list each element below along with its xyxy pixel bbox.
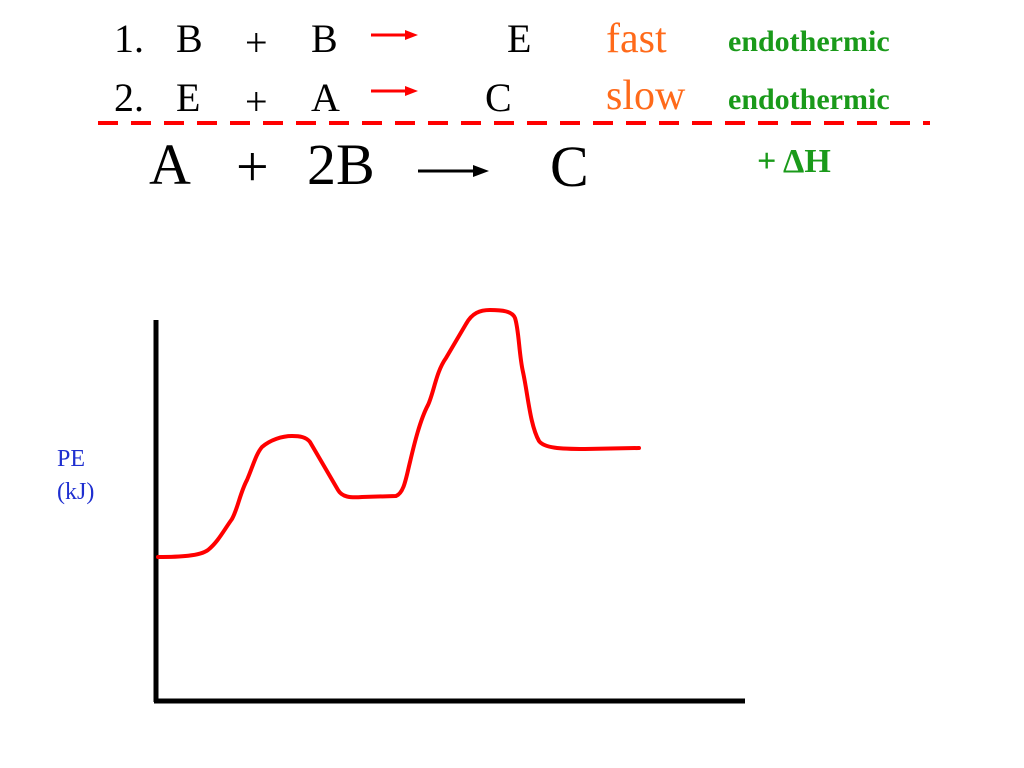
step2-rate: slow	[606, 73, 686, 119]
y-axis-label-line1: PE	[57, 446, 86, 472]
energy-profile-curve	[156, 308, 641, 559]
step2-product: C	[485, 75, 512, 120]
overall-plus: +	[236, 134, 269, 199]
overall-product: C	[550, 134, 589, 199]
y-axis-label-line2: (kJ)	[57, 479, 95, 505]
step1-plus: +	[245, 20, 268, 65]
step1-reactant1: B	[176, 16, 203, 61]
step2-right-arrow-icon	[371, 86, 418, 96]
step2-reactant1: E	[176, 75, 201, 120]
step1-number: 1.	[114, 16, 144, 61]
step1-thermo: endothermic	[728, 25, 890, 58]
step2-reactant2: A	[311, 75, 340, 120]
step1-product: E	[507, 16, 532, 61]
step2-plus: +	[245, 79, 268, 124]
step1-reactant2: B	[311, 16, 338, 61]
step2-thermo: endothermic	[728, 83, 890, 116]
overall-right-arrow-icon	[418, 165, 489, 177]
overall-reactant1: A	[149, 132, 191, 197]
step2-number: 2.	[114, 75, 144, 120]
step1-right-arrow-icon	[371, 30, 418, 40]
overall-enthalpy: + ΔH	[757, 143, 831, 180]
overall-reactant2: 2B	[307, 132, 375, 197]
y-axis-label: PE (kJ)	[57, 443, 94, 509]
step1-rate: fast	[606, 16, 667, 62]
